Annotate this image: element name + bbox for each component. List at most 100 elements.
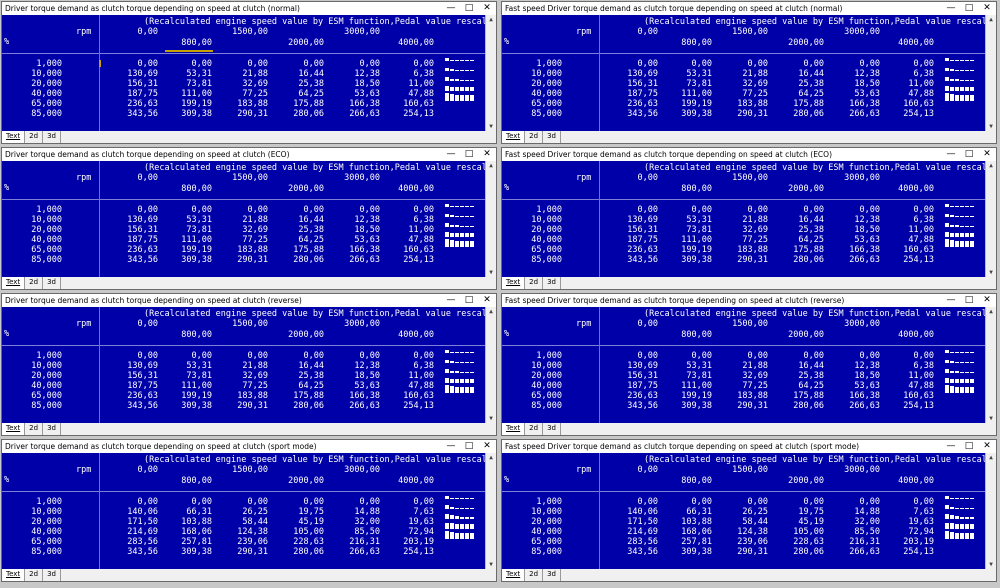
table-cell[interactable]: 21,88 <box>242 69 268 79</box>
scroll-down-icon[interactable]: ▼ <box>989 123 993 130</box>
table-cell[interactable]: 77,25 <box>242 235 268 245</box>
tab-2d[interactable]: 2d <box>25 277 44 289</box>
table-cell[interactable]: 0,00 <box>191 59 212 69</box>
table-cell[interactable]: 0,00 <box>247 351 268 361</box>
vertical-scrollbar[interactable]: ▲ ▼ <box>485 307 496 423</box>
window-titlebar[interactable]: Driver torque demand as clutch torque de… <box>2 2 496 15</box>
table-cell[interactable]: 11,00 <box>408 79 434 89</box>
table-cell[interactable]: 343,56 <box>127 401 158 411</box>
table-cell[interactable]: 156,31 <box>627 79 658 89</box>
table-cell[interactable]: 175,88 <box>293 391 324 401</box>
close-button[interactable]: ✕ <box>483 295 491 305</box>
map-table[interactable]: (Recalculated engine speed value by ESM … <box>502 307 996 423</box>
minimize-button[interactable]: — <box>946 441 956 451</box>
table-cell[interactable]: 53,31 <box>686 69 712 79</box>
table-cell[interactable]: 0,00 <box>913 351 934 361</box>
table-cell[interactable]: 25,38 <box>298 225 324 235</box>
close-button[interactable]: ✕ <box>483 149 491 159</box>
table-cell[interactable]: 53,63 <box>854 89 880 99</box>
table-cell[interactable]: 216,31 <box>849 537 880 547</box>
table-cell[interactable]: 0,00 <box>413 497 434 507</box>
tab-2d[interactable]: 2d <box>25 423 44 435</box>
table-cell[interactable]: 290,31 <box>737 255 768 265</box>
table-cell[interactable]: 199,19 <box>181 245 212 255</box>
map-table[interactable]: (Recalculated engine speed value by ESM … <box>502 161 996 277</box>
table-cell[interactable]: 236,63 <box>127 391 158 401</box>
table-cell[interactable]: 214,69 <box>127 527 158 537</box>
table-cell[interactable]: 18,50 <box>854 225 880 235</box>
table-cell[interactable]: 6,38 <box>413 69 434 79</box>
table-cell[interactable]: 183,88 <box>737 245 768 255</box>
minimize-button[interactable]: — <box>446 149 456 159</box>
table-cell[interactable]: 203,19 <box>903 537 934 547</box>
table-cell[interactable]: 11,00 <box>408 225 434 235</box>
table-cell[interactable]: 0,00 <box>137 205 158 215</box>
tab-2d[interactable]: 2d <box>525 569 544 581</box>
table-cell[interactable]: 53,63 <box>854 235 880 245</box>
table-cell[interactable]: 0,00 <box>247 59 268 69</box>
table-cell[interactable]: 160,63 <box>903 245 934 255</box>
tab-text[interactable]: Text <box>502 277 526 289</box>
tab-3d[interactable]: 3d <box>43 423 61 435</box>
table-cell[interactable]: 280,06 <box>793 401 824 411</box>
table-cell[interactable]: 11,00 <box>908 225 934 235</box>
table-cell[interactable]: 45,19 <box>798 517 824 527</box>
window-titlebar[interactable]: Driver torque demand as clutch torque de… <box>2 148 496 161</box>
maximize-button[interactable]: □ <box>464 295 474 305</box>
table-cell[interactable]: 18,50 <box>854 79 880 89</box>
window-titlebar[interactable]: Fast speed Driver torque demand as clutc… <box>502 294 996 307</box>
scroll-down-icon[interactable]: ▼ <box>989 269 993 276</box>
table-cell[interactable]: 290,31 <box>237 547 268 557</box>
table-cell[interactable]: 32,69 <box>242 79 268 89</box>
table-cell[interactable]: 254,13 <box>903 547 934 557</box>
table-cell[interactable]: 290,31 <box>737 401 768 411</box>
table-cell[interactable]: 280,06 <box>293 547 324 557</box>
scroll-down-icon[interactable]: ▼ <box>489 123 493 130</box>
table-cell[interactable]: 187,75 <box>627 235 658 245</box>
table-cell[interactable]: 171,50 <box>127 517 158 527</box>
table-cell[interactable]: 45,19 <box>298 517 324 527</box>
table-cell[interactable]: 73,81 <box>686 79 712 89</box>
table-cell[interactable]: 47,88 <box>908 381 934 391</box>
table-cell[interactable]: 160,63 <box>403 99 434 109</box>
table-cell[interactable]: 64,25 <box>298 89 324 99</box>
table-cell[interactable]: 0,00 <box>637 497 658 507</box>
table-cell[interactable]: 12,38 <box>354 361 380 371</box>
table-cell[interactable]: 18,50 <box>354 225 380 235</box>
table-cell[interactable]: 85,50 <box>854 527 880 537</box>
table-cell[interactable]: 228,63 <box>793 537 824 547</box>
table-cell[interactable]: 254,13 <box>403 255 434 265</box>
table-cell[interactable]: 130,69 <box>627 69 658 79</box>
table-cell[interactable]: 16,44 <box>298 69 324 79</box>
table-cell[interactable]: 77,25 <box>742 381 768 391</box>
tab-3d[interactable]: 3d <box>543 569 561 581</box>
table-cell[interactable]: 216,31 <box>349 537 380 547</box>
table-cell[interactable]: 156,31 <box>127 79 158 89</box>
table-cell[interactable]: 130,69 <box>127 215 158 225</box>
table-cell[interactable]: 0,00 <box>637 205 658 215</box>
table-cell[interactable]: 290,31 <box>237 109 268 119</box>
table-cell[interactable]: 254,13 <box>403 109 434 119</box>
table-cell[interactable]: 0,00 <box>859 59 880 69</box>
table-cell[interactable]: 0,00 <box>413 205 434 215</box>
tab-2d[interactable]: 2d <box>525 277 544 289</box>
table-cell[interactable]: 6,38 <box>913 69 934 79</box>
maximize-button[interactable]: □ <box>964 295 974 305</box>
table-cell[interactable]: 236,63 <box>627 245 658 255</box>
table-cell[interactable]: 32,69 <box>742 371 768 381</box>
table-cell[interactable]: 66,31 <box>686 507 712 517</box>
table-cell[interactable]: 309,38 <box>181 547 212 557</box>
table-cell[interactable]: 343,56 <box>127 255 158 265</box>
table-cell[interactable]: 166,38 <box>349 99 380 109</box>
table-cell[interactable]: 0,00 <box>637 59 658 69</box>
map-table[interactable]: (Recalculated engine speed value by ESM … <box>2 15 496 131</box>
table-cell[interactable]: 183,88 <box>237 391 268 401</box>
table-cell[interactable]: 105,00 <box>293 527 324 537</box>
table-cell[interactable]: 32,69 <box>242 371 268 381</box>
table-cell[interactable]: 309,38 <box>181 401 212 411</box>
window-titlebar[interactable]: Driver torque demand as clutch torque de… <box>2 294 496 307</box>
table-cell[interactable]: 140,06 <box>627 507 658 517</box>
table-cell[interactable]: 0,00 <box>359 351 380 361</box>
scroll-down-icon[interactable]: ▼ <box>489 561 493 568</box>
map-window[interactable]: Driver torque demand as clutch torque de… <box>1 293 497 436</box>
